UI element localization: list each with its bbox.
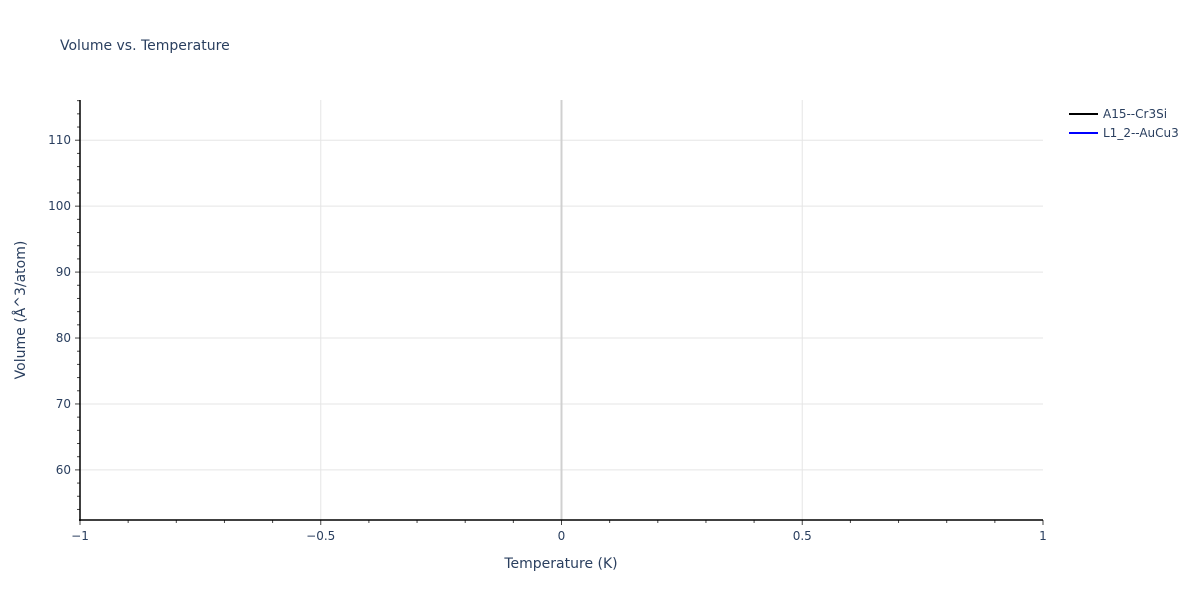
y-tick-label: 70	[56, 397, 71, 411]
x-tick-label: 0	[558, 529, 566, 543]
legend-item-label: L1_2--AuCu3	[1103, 126, 1179, 140]
chart-title: Volume vs. Temperature	[60, 38, 230, 54]
y-tick-label: 110	[48, 133, 71, 147]
axes: 60 70 80 90 100 110 −1 −0.5 0 0.5 1	[48, 100, 1047, 543]
x-tick-label: −0.5	[306, 529, 335, 543]
legend[interactable]: A15--Cr3Si L1_2--AuCu3	[1069, 107, 1179, 140]
x-tick-label: 1	[1039, 529, 1047, 543]
legend-item-label: A15--Cr3Si	[1103, 107, 1167, 121]
y-axis-label: Volume (Å^3/atom)	[12, 241, 29, 380]
y-tick-label: 60	[56, 463, 71, 477]
y-tick-label: 100	[48, 199, 71, 213]
x-tick-label: 0.5	[793, 529, 812, 543]
x-axis-label: Temperature (K)	[503, 556, 617, 572]
y-tick-label: 90	[56, 265, 71, 279]
grid	[80, 100, 1043, 520]
y-tick-label: 80	[56, 331, 71, 345]
x-tick-label: −1	[71, 529, 89, 543]
